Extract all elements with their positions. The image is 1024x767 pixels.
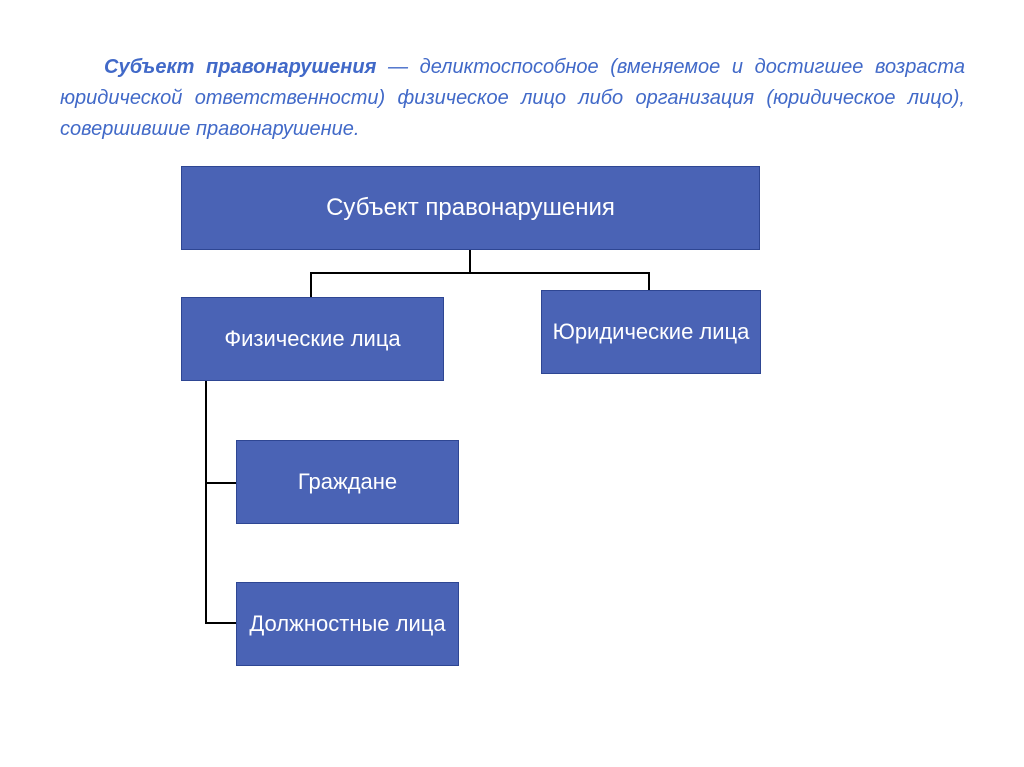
node-label: Граждане — [298, 469, 397, 495]
node-root: Субъект правонарушения — [181, 166, 760, 250]
connector — [310, 272, 312, 297]
connector — [648, 272, 650, 290]
connector — [205, 482, 236, 484]
node-left: Физические лица — [181, 297, 444, 381]
node-right: Юридические лица — [541, 290, 761, 374]
node-label: Юридические лица — [553, 319, 750, 345]
definition-term: Субъект правонарушения — [104, 56, 376, 78]
node-label: Физические лица — [224, 326, 400, 352]
definition-paragraph: Субъект правонарушения — деликтоспособно… — [60, 52, 965, 145]
connector — [205, 381, 207, 624]
connector — [205, 622, 236, 624]
node-child1: Граждане — [236, 440, 459, 524]
node-label: Должностные лица — [249, 611, 445, 637]
node-child2: Должностные лица — [236, 582, 459, 666]
connector — [310, 272, 650, 274]
page: Субъект правонарушения — деликтоспособно… — [0, 0, 1024, 767]
node-label: Субъект правонарушения — [326, 194, 615, 222]
connector — [469, 250, 471, 272]
